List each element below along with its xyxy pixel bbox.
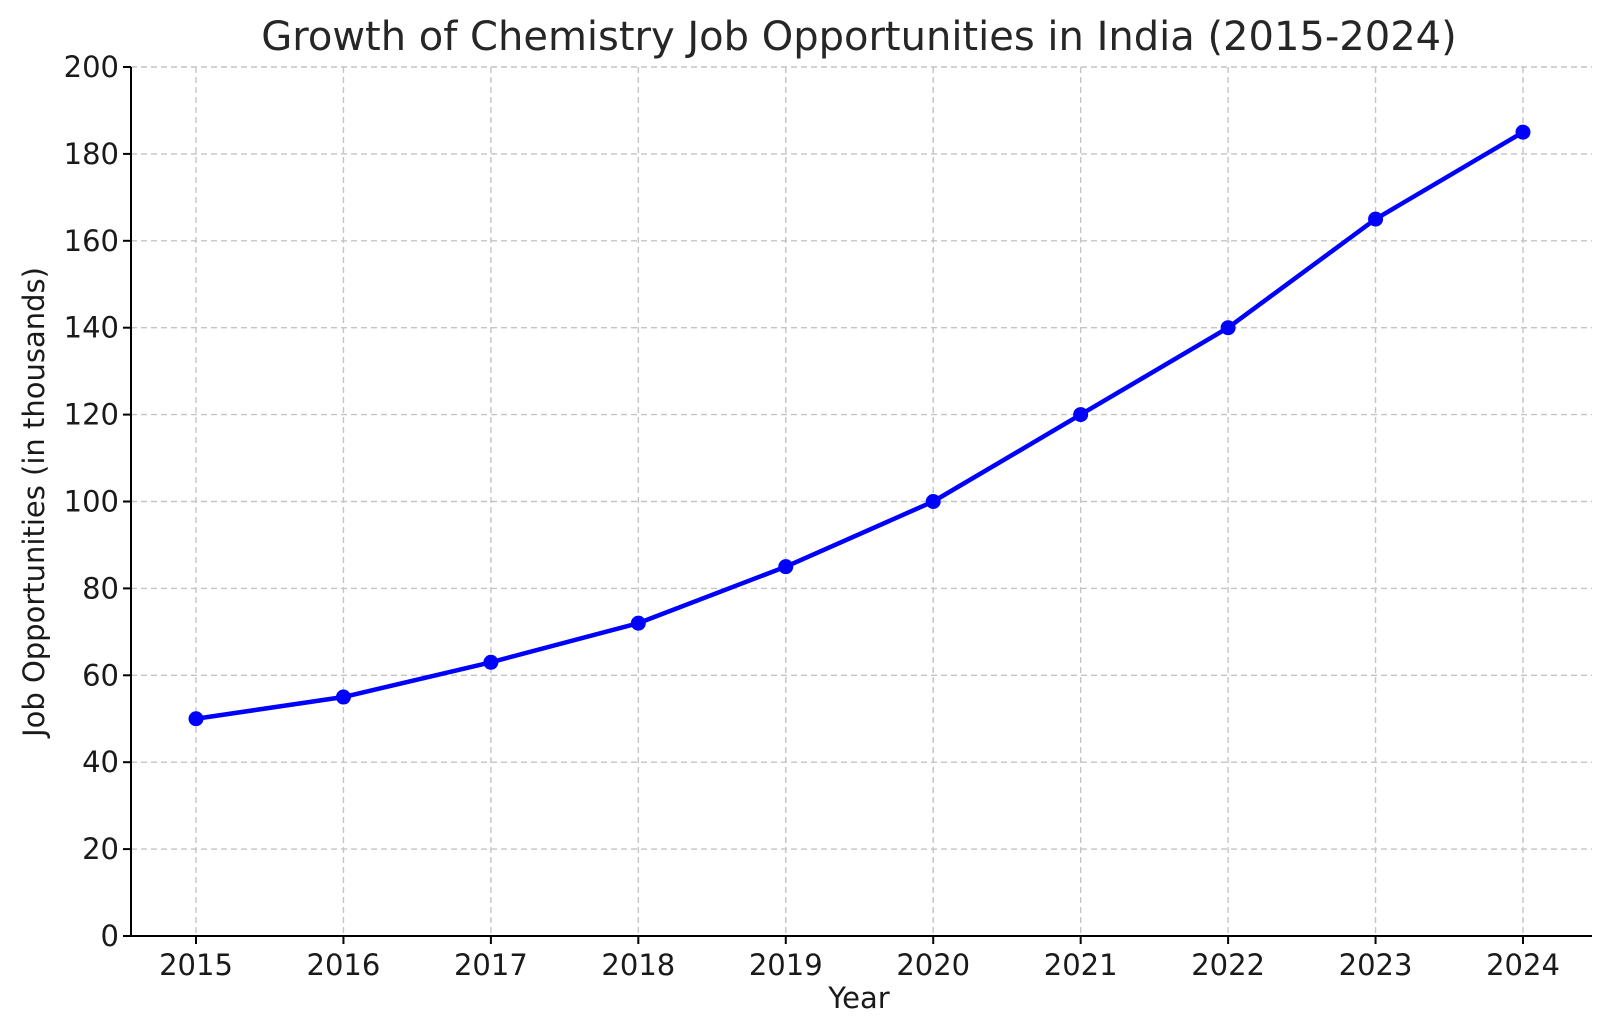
data-point [1515, 124, 1531, 140]
y-tick-label: 60 [82, 658, 119, 692]
y-tick-label: 200 [64, 50, 119, 84]
series-line [193, 129, 1526, 721]
x-tick-label: 2023 [1339, 948, 1413, 982]
data-point [1073, 407, 1089, 423]
chart-title: Growth of Chemistry Job Opportunities in… [261, 14, 1456, 60]
y-tick-label: 120 [64, 398, 119, 432]
y-tick-label: 40 [82, 745, 119, 779]
data-point [630, 615, 646, 631]
x-axis-label: Year [827, 981, 889, 1015]
data-point [335, 689, 351, 705]
x-tick-label: 2021 [1044, 948, 1118, 982]
x-tick-label: 2017 [454, 948, 528, 982]
x-tick-label: 2015 [159, 948, 233, 982]
data-point [483, 654, 499, 670]
x-tick-label: 2020 [896, 948, 970, 982]
x-tick-label: 2016 [307, 948, 381, 982]
x-tick-label: 2024 [1486, 948, 1560, 982]
data-point [925, 494, 941, 509]
data-point [1368, 211, 1384, 227]
y-tick-label: 100 [64, 485, 119, 519]
x-tick-label: 2022 [1191, 948, 1265, 982]
y-tick-label: 180 [64, 137, 119, 171]
x-axis-ticks: 2015 2016 2017 2018 2019 2020 2021 2022 2023 2024 [159, 936, 1560, 982]
data-series [188, 124, 1531, 727]
data-point [188, 711, 204, 727]
y-tick-label: 20 [82, 832, 119, 866]
y-axis-label: Job Opportunities (in thousands) [17, 267, 51, 739]
y-axis-ticks: 0 20 40 60 80 100 120 140 160 180 200 [64, 50, 131, 953]
data-point [1220, 320, 1236, 336]
y-tick-label: 80 [82, 571, 119, 605]
y-tick-label: 160 [64, 224, 119, 258]
data-point [778, 559, 794, 575]
grid-lines [131, 66, 1592, 937]
y-tick-label: 0 [101, 919, 119, 953]
x-tick-label: 2019 [749, 948, 823, 982]
y-tick-label: 140 [64, 311, 119, 345]
x-tick-label: 2018 [601, 948, 675, 982]
